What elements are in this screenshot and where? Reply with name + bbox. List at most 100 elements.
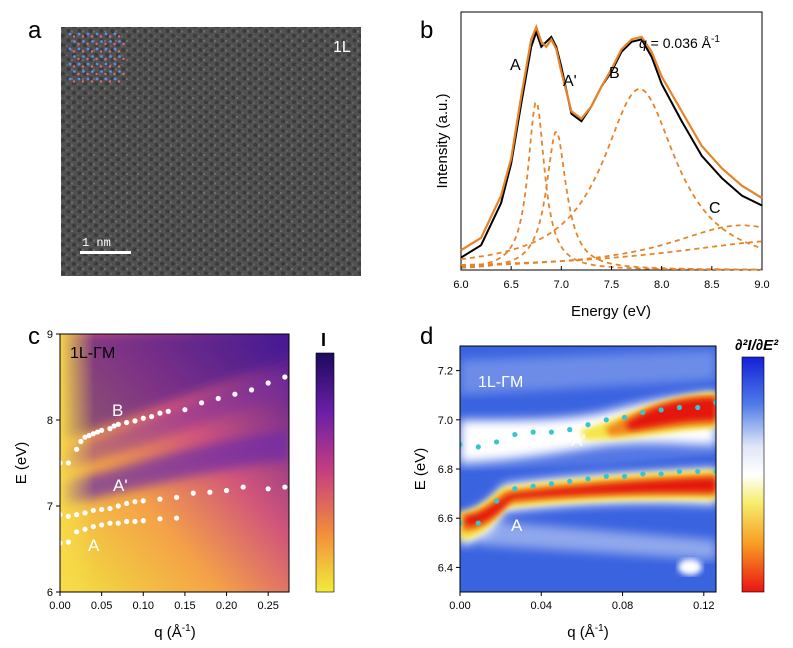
atom-marker-blue bbox=[86, 47, 90, 51]
x-axis-label-c: q (Å-1) bbox=[154, 623, 195, 641]
band-point-b bbox=[124, 419, 130, 426]
x-tick-label: 0.12 bbox=[693, 600, 714, 612]
band-point-a bbox=[676, 468, 683, 475]
atom-marker-red bbox=[113, 57, 116, 61]
band-point-a-prime bbox=[240, 484, 246, 490]
atom-marker-red bbox=[99, 50, 103, 53]
band-point-a-prime bbox=[530, 429, 536, 435]
band-point-a-prime bbox=[493, 439, 500, 445]
band-point-b bbox=[132, 418, 138, 424]
atom-marker-red bbox=[113, 72, 116, 76]
band-point-a bbox=[99, 522, 105, 528]
colorbar-d bbox=[741, 356, 765, 593]
atom-marker-red bbox=[99, 35, 103, 38]
panel-label-d: d bbox=[420, 323, 433, 350]
x-tick-label: 0.15 bbox=[174, 600, 195, 612]
atom-marker-red bbox=[108, 35, 112, 38]
panel-label-a: a bbox=[28, 17, 42, 44]
band-point-b bbox=[90, 431, 96, 437]
atom-marker-blue bbox=[86, 62, 90, 66]
band-point-a-prime bbox=[567, 427, 573, 433]
q-annotation: q = 0.036 Å-1 bbox=[639, 34, 720, 51]
map-label-d: 1L-ΓM bbox=[478, 374, 523, 391]
x-ticks-b: 6.0 6.5 7.0 7.5 8.0 8.5 9.0 bbox=[453, 266, 770, 291]
atom-marker-blue bbox=[77, 32, 81, 36]
atom-marker-blue bbox=[86, 32, 90, 36]
series-peak-b bbox=[460, 88, 763, 260]
band-point-a bbox=[493, 498, 500, 504]
atom-marker-blue bbox=[68, 47, 72, 51]
atom-marker-red bbox=[122, 57, 125, 61]
band-label-A-prime-d: A' bbox=[571, 431, 586, 450]
atom-marker-blue bbox=[109, 55, 112, 58]
atom-marker-red bbox=[90, 35, 94, 38]
atom-marker-red bbox=[72, 50, 76, 53]
band-point-a-prime bbox=[460, 441, 463, 447]
atom-marker-red bbox=[117, 65, 121, 68]
atom-marker-red bbox=[77, 72, 80, 76]
band-point-b bbox=[74, 446, 80, 452]
band-point-a-prime bbox=[223, 487, 230, 494]
atom-marker-blue bbox=[77, 62, 81, 66]
ticks-c: 0.00 0.05 0.10 0.15 0.20 0.25 6 7 8 9 bbox=[47, 329, 279, 612]
band-point-a bbox=[603, 473, 609, 479]
atomic-model-overlay bbox=[68, 32, 125, 83]
atom-marker-blue bbox=[100, 55, 103, 58]
panel-label-b: b bbox=[420, 17, 433, 44]
x-tick-label: 0.04 bbox=[531, 600, 552, 612]
panel-d: 0.00 0.04 0.08 0.12 6.4 6.6 6.8 7.0 7.2 1L-ΓM A'… bbox=[412, 337, 779, 641]
x-tick-label: 0.00 bbox=[49, 600, 70, 612]
atom-marker-red bbox=[86, 72, 89, 76]
atom-marker-red bbox=[81, 50, 85, 53]
band-point-a-prime bbox=[190, 490, 196, 496]
band-point-b bbox=[149, 413, 155, 420]
band-point-b bbox=[157, 410, 163, 416]
q-exponent: -1 bbox=[711, 34, 720, 45]
band-point-a bbox=[621, 473, 628, 479]
band-point-b bbox=[140, 415, 146, 421]
atom-marker-red bbox=[122, 72, 125, 76]
y-tick-label: 6 bbox=[47, 587, 53, 599]
atom-marker-blue bbox=[73, 70, 76, 73]
panel-b: 6.0 6.5 7.0 7.5 8.0 8.5 9.0 Energy (eV) Intens… bbox=[434, 11, 770, 320]
band-point-a-prime bbox=[548, 429, 555, 435]
atom-marker-red bbox=[90, 50, 94, 53]
series-peak-a- bbox=[460, 131, 762, 271]
atom-marker-blue bbox=[104, 47, 108, 51]
y-tick-label: 9 bbox=[47, 329, 53, 341]
y-tick-label: 7.0 bbox=[438, 415, 453, 427]
band-point-a bbox=[65, 539, 71, 545]
atom-marker-blue bbox=[118, 70, 121, 73]
x-axis-label-b: Energy (eV) bbox=[571, 303, 651, 320]
band-point-a-prime bbox=[82, 510, 88, 516]
band-point-a-prime bbox=[282, 484, 288, 490]
band-point-b bbox=[111, 423, 117, 429]
atom-marker-red bbox=[113, 42, 116, 46]
peak-label-A-prime: A' bbox=[563, 73, 577, 90]
x-tick-label: 0.10 bbox=[133, 600, 154, 612]
band-point-b bbox=[78, 438, 84, 445]
band-point-a-prime bbox=[713, 399, 716, 406]
atom-marker-blue bbox=[95, 62, 99, 66]
atom-marker-red bbox=[77, 42, 80, 46]
atom-marker-blue bbox=[109, 40, 112, 43]
atom-marker-red bbox=[72, 80, 76, 83]
band-point-b bbox=[282, 374, 288, 380]
x-tick-label: 0.20 bbox=[216, 600, 237, 612]
band-point-a-prime bbox=[640, 409, 646, 416]
x-tick-label-b: 6.0 bbox=[453, 279, 468, 291]
band-point-a bbox=[60, 540, 63, 546]
x-tick-label: 0.00 bbox=[449, 600, 470, 612]
colorbar-label-c: I bbox=[321, 330, 326, 350]
atom-marker-blue bbox=[113, 62, 117, 66]
band-points-d bbox=[460, 399, 716, 526]
atom-marker-red bbox=[117, 80, 121, 83]
band-point-a-prime bbox=[585, 422, 591, 428]
atom-marker-blue bbox=[95, 77, 99, 81]
atom-marker-red bbox=[86, 57, 89, 61]
band-point-b bbox=[232, 391, 238, 397]
map-label-c: 1L-ΓM bbox=[70, 345, 115, 362]
band-point-a bbox=[124, 518, 130, 525]
band-point-b bbox=[265, 380, 271, 386]
band-point-a bbox=[90, 524, 96, 530]
